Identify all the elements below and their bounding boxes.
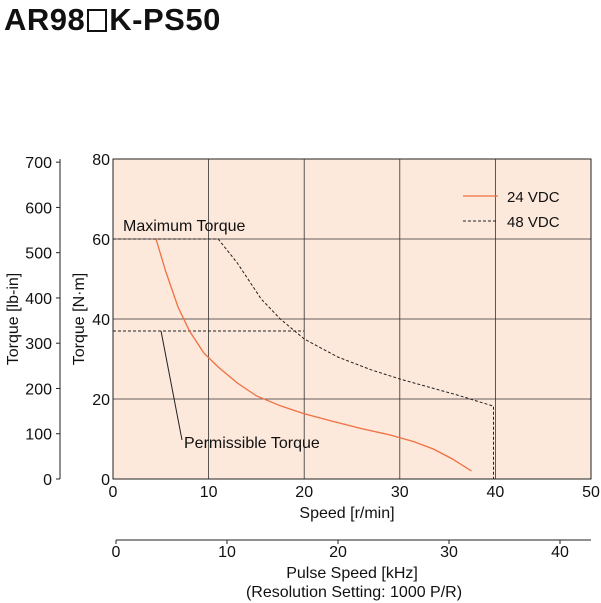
x2-axis-label: Pulse Speed [kHz] bbox=[286, 565, 418, 582]
legend-label: 48 VDC bbox=[507, 214, 560, 231]
y-tick-label: 60 bbox=[92, 232, 110, 249]
legend: 24 VDC 48 VDC bbox=[463, 189, 560, 231]
y-axis-label: Torque [N·m] bbox=[71, 273, 88, 365]
y2-axis-label: Torque [lb-in] bbox=[5, 273, 22, 366]
x-axis-label: Speed [r/min] bbox=[299, 505, 394, 522]
y2-tick-label: 600 bbox=[25, 200, 52, 217]
y2-tick-label: 0 bbox=[43, 472, 52, 489]
axes: 0 10 20 30 40 50 Speed [r/min] 0 20 40 60 80 Torque … bbox=[5, 152, 600, 601]
y2-tick-label: 200 bbox=[25, 381, 52, 398]
y2-tick-label: 100 bbox=[25, 427, 52, 444]
y2-tick-label: 500 bbox=[25, 246, 52, 263]
legend-label: 24 VDC bbox=[507, 189, 560, 206]
x-tick-label: 0 bbox=[109, 484, 118, 501]
x2-tick-label: 30 bbox=[440, 544, 458, 561]
annotation-maximum-torque: Maximum Torque bbox=[123, 218, 246, 235]
y2-tick-label: 300 bbox=[25, 336, 52, 353]
x2-tick-label: 40 bbox=[551, 544, 569, 561]
annotations: Maximum Torque Permissible Torque bbox=[123, 218, 320, 452]
series-line-24-vdc bbox=[155, 238, 472, 472]
series-line-48-vdc bbox=[113, 238, 494, 479]
page-title: AR98 K-PS50 bbox=[4, 2, 221, 37]
x-tick-label: 20 bbox=[295, 484, 313, 501]
series-group bbox=[113, 238, 494, 479]
y-tick-label: 80 bbox=[92, 152, 110, 169]
plot-border bbox=[112, 158, 592, 480]
x2-tick-label: 10 bbox=[218, 544, 236, 561]
y2-tick-label: 700 bbox=[25, 155, 52, 172]
y2-tick-label: 400 bbox=[25, 291, 52, 308]
x2-tick-label: 0 bbox=[112, 544, 121, 561]
x-tick-label: 10 bbox=[200, 484, 218, 501]
x2-axis-sublabel: (Resolution Setting: 1000 P/R) bbox=[246, 584, 462, 601]
x2-tick-label: 20 bbox=[329, 544, 347, 561]
model-code-box bbox=[87, 9, 108, 32]
annotation-permissible-torque: Permissible Torque bbox=[184, 435, 320, 452]
y-tick-label: 0 bbox=[101, 472, 110, 489]
y-tick-label: 20 bbox=[92, 392, 110, 409]
x-tick-label: 50 bbox=[582, 484, 600, 501]
x-tick-label: 30 bbox=[391, 484, 409, 501]
plot-frame bbox=[112, 158, 592, 480]
x-tick-label: 40 bbox=[487, 484, 505, 501]
annotation-leader-line bbox=[160, 330, 183, 441]
y-tick-label: 40 bbox=[92, 312, 110, 329]
